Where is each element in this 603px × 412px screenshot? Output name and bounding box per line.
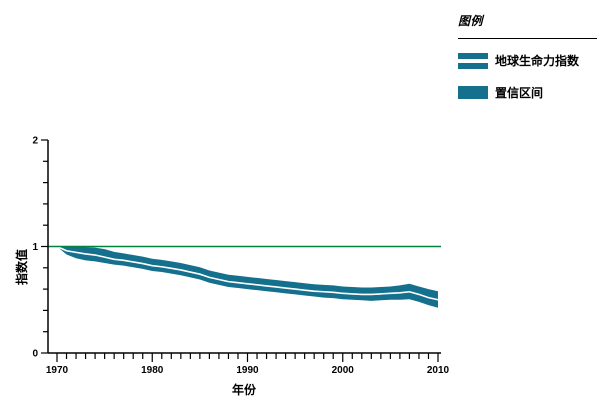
confidence-band-swatch — [458, 86, 488, 99]
legend-title: 图例 — [458, 14, 484, 28]
legend-item-lpi: 地球生命力指数 — [458, 52, 597, 69]
x-axis-title: 年份 — [231, 383, 256, 397]
legend: 图例 地球生命力指数 置信区间 — [458, 12, 597, 101]
x-tick-label: 2000 — [332, 365, 355, 376]
legend-item-label: 置信区间 — [495, 86, 544, 100]
lpi-index-line — [56, 245, 439, 301]
legend-divider — [458, 38, 597, 39]
lpi-line-swatch — [458, 52, 488, 69]
y-tick-label: 1 — [32, 242, 38, 253]
x-tick-label: 2010 — [427, 365, 450, 376]
x-tick-label: 1980 — [141, 365, 164, 376]
legend-item-ci: 置信区间 — [458, 84, 597, 101]
legend-item-label: 地球生命力指数 — [495, 54, 580, 68]
y-axis-title: 指数值 — [15, 249, 29, 286]
y-tick-label: 2 — [32, 136, 38, 147]
confidence-band — [57, 246, 438, 308]
y-tick-label: 0 — [32, 349, 38, 360]
x-tick-label: 1990 — [236, 365, 259, 376]
x-tick-label: 1970 — [46, 365, 69, 376]
